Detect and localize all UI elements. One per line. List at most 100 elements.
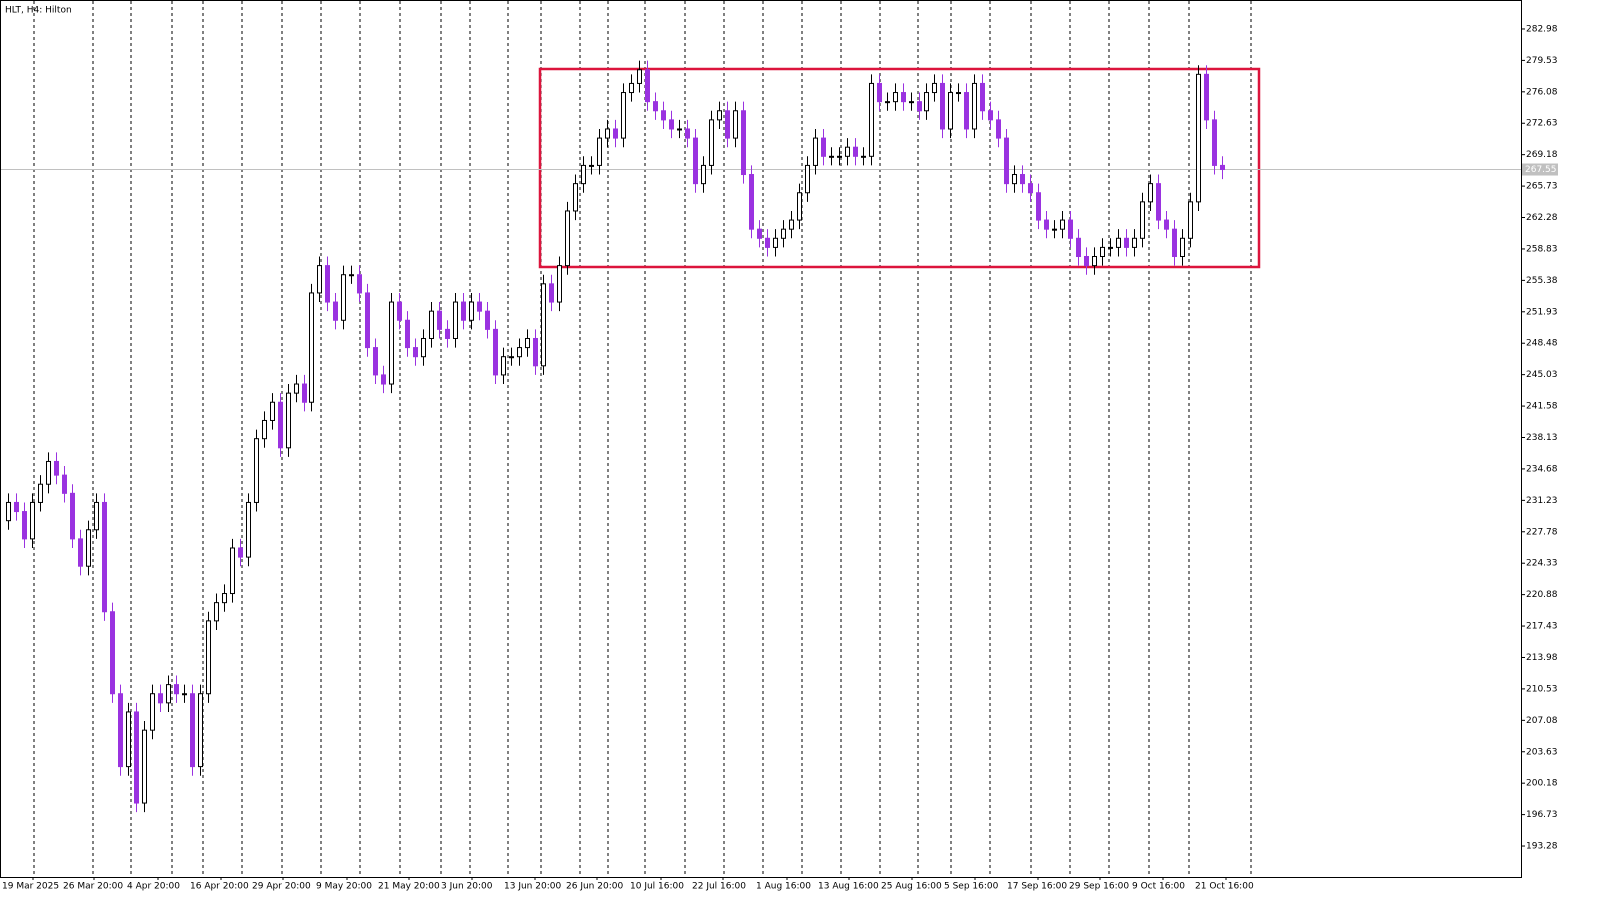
candle-body bbox=[509, 356, 514, 359]
candle-body bbox=[829, 155, 834, 158]
y-tick-label: 276.08 bbox=[1526, 87, 1558, 97]
candle-body bbox=[605, 128, 610, 139]
candle-body bbox=[749, 174, 754, 230]
candle-body bbox=[805, 164, 810, 194]
candle-body bbox=[198, 693, 203, 768]
candle-body bbox=[1044, 219, 1049, 230]
candle-body bbox=[773, 237, 778, 248]
y-tick-label: 262.28 bbox=[1526, 213, 1558, 223]
candle-body bbox=[964, 92, 969, 130]
candle-body bbox=[573, 183, 578, 212]
candle-body bbox=[270, 401, 275, 421]
candle-body bbox=[565, 210, 570, 267]
candle-body bbox=[733, 110, 738, 139]
candle-body bbox=[781, 228, 786, 239]
candle-body bbox=[845, 146, 850, 157]
candle-body bbox=[517, 347, 522, 358]
candle-body bbox=[1084, 256, 1089, 267]
candle-body bbox=[1164, 219, 1169, 230]
candle-body bbox=[365, 292, 370, 349]
candle-body bbox=[893, 92, 898, 103]
candle-body bbox=[6, 501, 11, 522]
candle-body bbox=[741, 110, 746, 176]
y-tick-label: 272.63 bbox=[1526, 119, 1558, 129]
candle-body bbox=[1116, 237, 1121, 248]
y-tick-label: 207.08 bbox=[1526, 716, 1558, 726]
candle-body bbox=[653, 101, 658, 112]
candle-body bbox=[901, 92, 906, 103]
range-box bbox=[538, 67, 1261, 269]
x-tick-label: 29 Apr 20:00 bbox=[252, 882, 311, 892]
candle-body bbox=[693, 137, 698, 185]
y-tick-label: 217.43 bbox=[1526, 622, 1558, 632]
candle-body bbox=[246, 501, 251, 558]
candle-body bbox=[1204, 73, 1209, 121]
candle-body bbox=[1140, 201, 1145, 239]
x-tick-label: 19 Mar 2025 bbox=[2, 882, 59, 892]
candle-body bbox=[278, 401, 283, 449]
candle-body bbox=[1068, 219, 1073, 239]
candle-body bbox=[38, 483, 43, 503]
y-tick-label: 224.33 bbox=[1526, 559, 1558, 569]
candle-body bbox=[1172, 228, 1177, 258]
candle-body bbox=[996, 119, 1001, 139]
candle-body bbox=[62, 474, 67, 494]
y-tick-label: 227.78 bbox=[1526, 527, 1558, 537]
candle-body bbox=[701, 164, 706, 185]
candle-body bbox=[1196, 73, 1201, 203]
candle-body bbox=[940, 82, 945, 130]
y-tick-label: 234.68 bbox=[1526, 464, 1558, 474]
x-tick-label: 21 May 20:00 bbox=[378, 882, 440, 892]
candle-body bbox=[525, 337, 530, 349]
chart-title: HLT, H4: Hilton bbox=[5, 6, 72, 16]
candle-body bbox=[22, 511, 27, 540]
candle-body bbox=[797, 192, 802, 221]
y-tick-label: 248.48 bbox=[1526, 339, 1558, 349]
candle-body bbox=[286, 392, 291, 449]
candle-body bbox=[637, 69, 642, 84]
candle-body bbox=[405, 319, 410, 349]
candle-body bbox=[877, 82, 882, 103]
candle-body bbox=[621, 92, 626, 139]
candle-body bbox=[1004, 137, 1009, 185]
candle-body bbox=[549, 283, 554, 303]
candle-body bbox=[557, 265, 562, 303]
candle-body bbox=[853, 146, 858, 157]
x-tick-label: 25 Aug 16:00 bbox=[881, 882, 942, 892]
candle-body bbox=[1076, 237, 1081, 258]
x-tick-label: 5 Sep 16:00 bbox=[944, 882, 999, 892]
x-tick-label: 26 Jun 20:00 bbox=[566, 882, 623, 892]
candle-body bbox=[924, 92, 929, 112]
candle-body bbox=[1132, 237, 1137, 248]
y-tick-label: 255.38 bbox=[1526, 276, 1558, 286]
candle-body bbox=[389, 301, 394, 385]
candle-body bbox=[429, 310, 434, 339]
candle-body bbox=[469, 301, 474, 321]
x-tick-label: 13 Aug 16:00 bbox=[818, 882, 879, 892]
y-tick-label: 200.18 bbox=[1526, 779, 1558, 789]
candle-body bbox=[821, 137, 826, 157]
candle-body bbox=[30, 501, 35, 540]
candle-body bbox=[126, 711, 131, 768]
plot-frame bbox=[0, 0, 1522, 878]
candle-body bbox=[717, 110, 722, 121]
candle-body bbox=[988, 110, 993, 121]
candle-body bbox=[302, 383, 307, 403]
y-tick-label: 265.73 bbox=[1526, 182, 1558, 192]
candle-body bbox=[485, 310, 490, 330]
candle-body bbox=[1012, 174, 1017, 185]
candle-body bbox=[932, 82, 937, 94]
candle-body bbox=[1180, 237, 1185, 258]
candle-body bbox=[182, 693, 187, 696]
candle-body bbox=[1052, 228, 1057, 231]
candle-body bbox=[909, 101, 914, 104]
x-tick-label: 3 Jun 20:00 bbox=[441, 882, 493, 892]
candle-body bbox=[948, 92, 953, 130]
candle-body bbox=[453, 301, 458, 339]
candle-body bbox=[150, 693, 155, 731]
y-tick-label: 220.88 bbox=[1526, 590, 1558, 600]
candle-body bbox=[1156, 183, 1161, 221]
candle-body bbox=[294, 383, 299, 394]
candle-body bbox=[142, 729, 147, 804]
